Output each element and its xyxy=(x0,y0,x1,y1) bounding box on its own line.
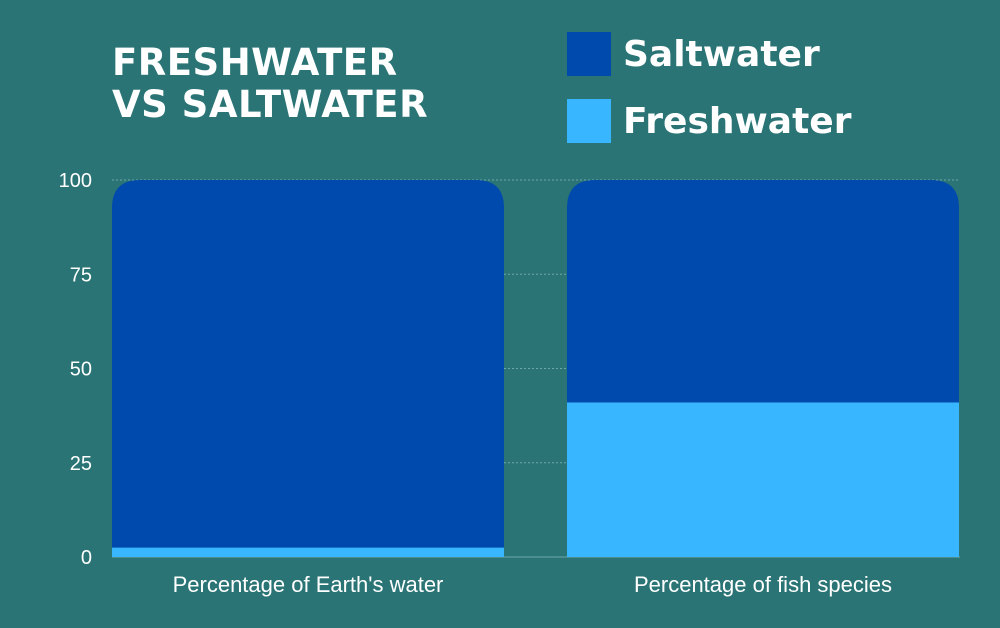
x-category-label-1: Percentage of fish species xyxy=(634,572,892,597)
y-tick-label-50: 50 xyxy=(70,359,92,381)
bar-saltwater-1 xyxy=(567,180,959,403)
bar-saltwater-0 xyxy=(112,180,504,548)
y-tick-label-75: 75 xyxy=(70,264,92,286)
chart-title: FRESHWATER VS SALTWATER xyxy=(112,42,428,126)
bar-freshwater-1 xyxy=(567,402,959,557)
chart-title-line-2: VS SALTWATER xyxy=(112,83,429,126)
bar-stack-0 xyxy=(112,180,504,557)
x-category-label-0: Percentage of Earth's water xyxy=(173,572,444,597)
y-tick-label-25: 25 xyxy=(70,453,92,475)
y-tick-label-100: 100 xyxy=(59,170,92,192)
y-tick-label-0: 0 xyxy=(81,547,92,569)
bar-stack-1 xyxy=(567,180,959,557)
legend-item-freshwater: Freshwater xyxy=(567,99,851,143)
legend-swatch-saltwater xyxy=(567,32,611,76)
legend-label-freshwater: Freshwater xyxy=(623,100,852,142)
bar-freshwater-0 xyxy=(112,547,504,557)
legend-swatch-freshwater xyxy=(567,99,611,143)
legend-label-saltwater: Saltwater xyxy=(623,33,820,75)
legend-item-saltwater: Saltwater xyxy=(567,32,851,76)
legend: Saltwater Freshwater xyxy=(567,32,851,166)
chart-title-line-1: FRESHWATER xyxy=(112,41,398,84)
